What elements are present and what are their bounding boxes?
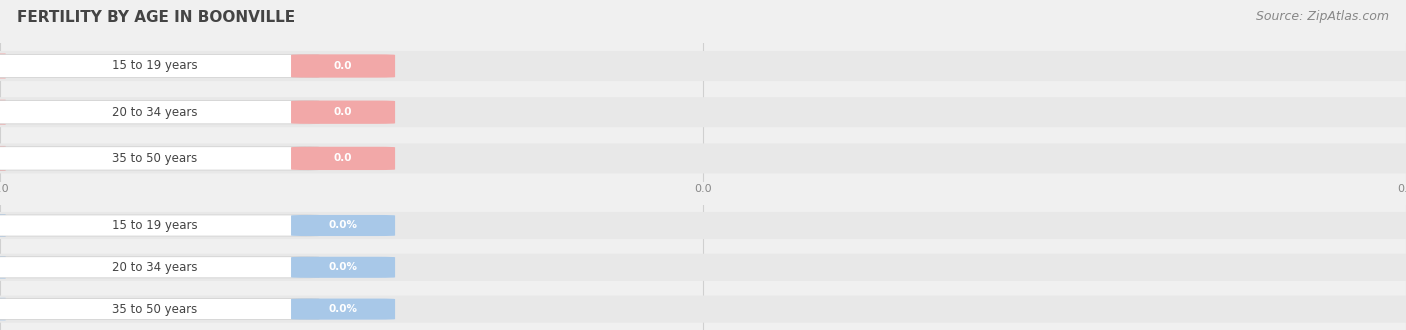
Text: 0.0: 0.0 [333, 107, 353, 117]
Wedge shape [0, 298, 6, 320]
FancyBboxPatch shape [291, 215, 395, 236]
Text: FERTILITY BY AGE IN BOONVILLE: FERTILITY BY AGE IN BOONVILLE [17, 10, 295, 25]
Wedge shape [0, 146, 6, 171]
Text: 20 to 34 years: 20 to 34 years [112, 106, 197, 119]
Text: 0.0: 0.0 [333, 153, 353, 163]
FancyBboxPatch shape [0, 143, 1406, 174]
Text: 0.0%: 0.0% [329, 304, 357, 314]
Text: 15 to 19 years: 15 to 19 years [112, 59, 197, 73]
FancyBboxPatch shape [0, 101, 319, 124]
Text: 0.0%: 0.0% [329, 262, 357, 272]
FancyBboxPatch shape [0, 215, 319, 236]
Wedge shape [0, 214, 6, 237]
FancyBboxPatch shape [291, 101, 395, 124]
FancyBboxPatch shape [291, 257, 395, 278]
Wedge shape [0, 256, 6, 279]
FancyBboxPatch shape [0, 97, 1406, 127]
FancyBboxPatch shape [0, 51, 1406, 81]
Text: 0.0%: 0.0% [329, 220, 357, 230]
Text: 15 to 19 years: 15 to 19 years [112, 219, 197, 232]
FancyBboxPatch shape [0, 212, 1406, 239]
Text: 0.0: 0.0 [333, 61, 353, 71]
FancyBboxPatch shape [0, 296, 1406, 323]
Text: 35 to 50 years: 35 to 50 years [112, 303, 197, 315]
FancyBboxPatch shape [0, 254, 1406, 281]
Text: 20 to 34 years: 20 to 34 years [112, 261, 197, 274]
FancyBboxPatch shape [291, 299, 395, 320]
Text: 35 to 50 years: 35 to 50 years [112, 152, 197, 165]
Wedge shape [0, 53, 6, 79]
FancyBboxPatch shape [291, 147, 395, 170]
Text: Source: ZipAtlas.com: Source: ZipAtlas.com [1256, 10, 1389, 23]
FancyBboxPatch shape [0, 54, 319, 78]
FancyBboxPatch shape [0, 299, 319, 320]
FancyBboxPatch shape [0, 257, 319, 278]
Wedge shape [0, 100, 6, 125]
FancyBboxPatch shape [291, 54, 395, 78]
FancyBboxPatch shape [0, 147, 319, 170]
